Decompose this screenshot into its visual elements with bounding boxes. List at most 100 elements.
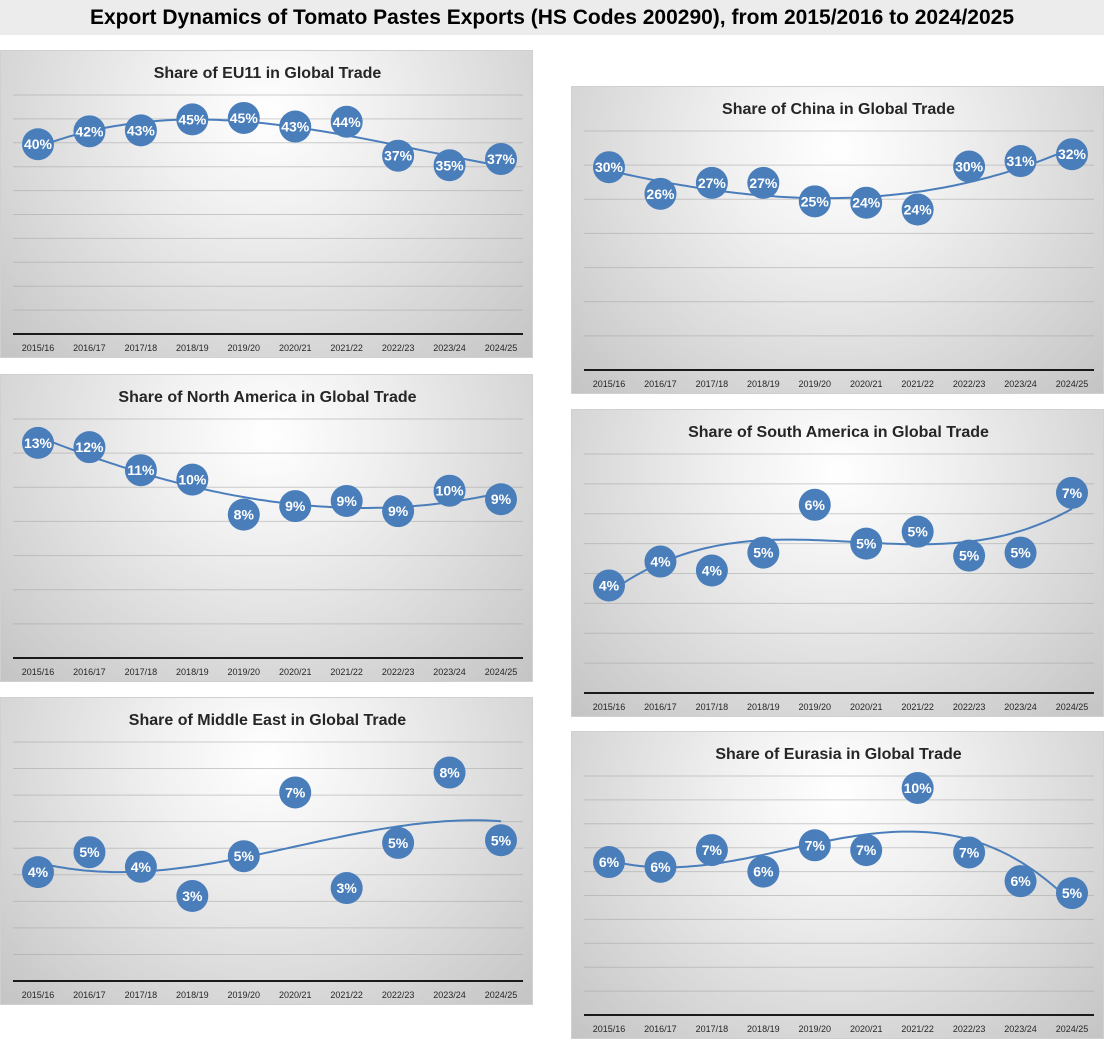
chart-south-america: Share of South America in Global Trade 20…	[571, 409, 1104, 717]
data-label: 9%	[491, 491, 512, 507]
data-point-marker	[644, 850, 677, 883]
x-tick-label: 2022/23	[953, 379, 986, 389]
chart-svg: Share of North America in Global Trade 20…	[13, 389, 523, 677]
data-point-marker	[485, 483, 517, 516]
data-point-marker	[227, 498, 260, 531]
data-point-marker	[1004, 536, 1037, 569]
data-label: 5%	[1010, 545, 1031, 561]
data-label: 24%	[852, 195, 881, 211]
data-label: 4%	[702, 563, 723, 579]
chart-svg: Share of Middle East in Global Trade 2015…	[13, 712, 523, 1000]
data-point-marker	[382, 139, 415, 172]
data-point-marker	[382, 826, 415, 859]
data-label: 8%	[234, 507, 255, 523]
data-point-marker	[176, 103, 209, 136]
data-label: 9%	[337, 493, 358, 509]
data-label: 35%	[436, 157, 465, 173]
data-point-marker	[901, 515, 934, 548]
data-label: 30%	[595, 159, 624, 175]
data-label: 7%	[805, 837, 826, 853]
data-point-marker	[747, 166, 780, 199]
chart-eu11: Share of EU11 in Global Trade 2015/16 2016…	[0, 50, 533, 358]
data-point-marker	[798, 829, 831, 862]
data-label: 5%	[388, 835, 409, 851]
data-label: 5%	[1062, 885, 1083, 901]
x-tick-label: 2023/24	[433, 667, 466, 677]
data-point-marker	[695, 554, 728, 587]
x-tick-label: 2023/24	[1004, 702, 1037, 712]
data-label: 6%	[650, 859, 671, 875]
data-point-marker	[382, 495, 415, 528]
data-label: 10%	[904, 780, 933, 796]
data-label: 8%	[439, 765, 460, 781]
data-point-marker	[901, 193, 934, 226]
data-label: 7%	[702, 842, 723, 858]
x-tick-label: 2015/16	[22, 990, 55, 1000]
data-label: 5%	[491, 832, 512, 848]
data-label: 26%	[646, 186, 675, 202]
data-point-marker	[330, 484, 363, 517]
data-point-marker	[1056, 877, 1088, 910]
data-label: 43%	[127, 122, 156, 138]
data-label: 32%	[1058, 146, 1087, 162]
x-tick-label: 2015/16	[22, 667, 55, 677]
data-point-marker	[176, 880, 209, 913]
data-label: 24%	[904, 202, 933, 218]
data-label: 10%	[178, 472, 207, 488]
data-point-marker	[1056, 476, 1088, 509]
x-tick-label: 2021/22	[901, 379, 934, 389]
chart-title: Share of Eurasia in Global Trade	[715, 746, 961, 763]
data-label: 5%	[234, 848, 255, 864]
data-point-marker	[227, 101, 260, 134]
x-tick-label: 2015/16	[593, 1024, 626, 1034]
x-tick-label: 2016/17	[644, 379, 677, 389]
x-tick-label: 2024/25	[1056, 1024, 1089, 1034]
x-tick-label: 2024/25	[1056, 702, 1089, 712]
x-tick-label: 2019/20	[228, 343, 261, 353]
data-point-marker	[433, 149, 466, 182]
data-point-marker	[176, 463, 209, 496]
x-tick-label: 2019/20	[228, 667, 261, 677]
data-point-marker	[644, 177, 677, 210]
trendline	[608, 507, 1073, 594]
data-point-marker	[433, 756, 466, 789]
x-tick-label: 2022/23	[382, 667, 415, 677]
data-label: 12%	[75, 439, 104, 455]
x-tick-label: 2015/16	[593, 702, 626, 712]
data-label: 3%	[337, 880, 358, 896]
data-point-marker	[485, 143, 517, 176]
data-point-marker	[73, 115, 106, 148]
data-point-marker	[485, 824, 517, 857]
chart-north-america: Share of North America in Global Trade 20…	[0, 374, 533, 682]
x-tick-label: 2019/20	[799, 1024, 832, 1034]
x-tick-label: 2024/25	[1056, 379, 1089, 389]
chart-title: Share of North America in Global Trade	[118, 389, 416, 406]
x-tick-label: 2020/21	[850, 1024, 883, 1034]
x-tick-label: 2017/18	[125, 667, 158, 677]
data-point-marker	[953, 539, 986, 572]
chart-svg: Share of China in Global Trade 2015/16 201…	[584, 101, 1094, 389]
chart-svg: Share of Eurasia in Global Trade 2015/16 2…	[584, 746, 1094, 1034]
chart-title: Share of Middle East in Global Trade	[129, 712, 406, 729]
x-tick-label: 2021/22	[330, 990, 363, 1000]
x-tick-label: 2024/25	[485, 343, 518, 353]
x-tick-label: 2023/24	[433, 343, 466, 353]
data-label: 4%	[131, 859, 152, 875]
data-label: 9%	[388, 503, 409, 519]
data-point-marker	[279, 110, 312, 143]
x-tick-label: 2016/17	[644, 702, 677, 712]
data-label: 4%	[650, 554, 671, 570]
chart-eurasia: Share of Eurasia in Global Trade 2015/16 2…	[571, 731, 1104, 1039]
data-label: 6%	[805, 497, 826, 513]
x-tick-label: 2018/19	[176, 667, 209, 677]
data-label: 43%	[281, 119, 310, 135]
data-point-marker	[73, 431, 106, 464]
data-point-marker	[279, 776, 312, 809]
data-label: 7%	[1062, 485, 1083, 501]
data-label: 5%	[753, 545, 774, 561]
trendline	[608, 147, 1073, 200]
x-tick-label: 2022/23	[382, 990, 415, 1000]
x-tick-label: 2017/18	[696, 702, 729, 712]
trendline	[37, 118, 502, 167]
x-tick-label: 2022/23	[953, 702, 986, 712]
